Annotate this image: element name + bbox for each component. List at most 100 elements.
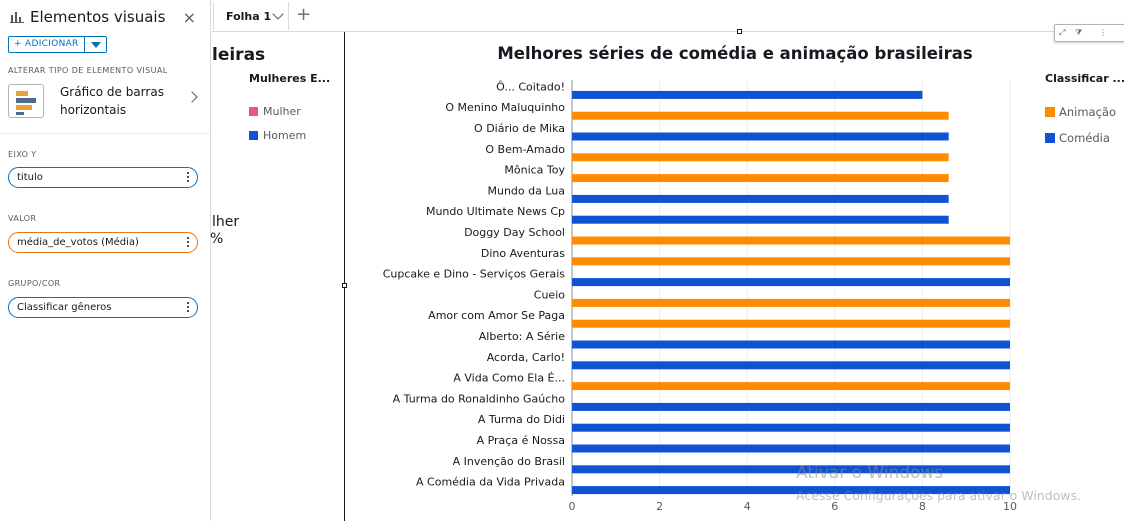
sheet-tabs-bar: Folha 1 + [212,0,1124,32]
bar[interactable] [572,153,949,162]
x-tick-label: 8 [919,500,926,513]
bar[interactable] [572,423,1010,432]
bar[interactable] [572,194,949,203]
partial-text-fragment: % [210,231,224,247]
y-axis-label: EIXO Y [8,150,37,159]
horizontal-bar-chart-icon [8,84,44,118]
windows-activation-subtitle: Acesse Configurações para ativar o Windo… [796,488,1082,503]
bar[interactable] [572,465,1010,474]
legend-swatch [1045,133,1055,143]
legend-item-comedia[interactable]: Comédia [1045,131,1110,145]
more-options-icon[interactable] [187,172,190,183]
group-color-label: GRUPO/COR [8,279,61,288]
x-tick-label: 10 [1003,500,1017,513]
y-axis-field-name: titulo [17,172,43,183]
expand-icon[interactable]: ⤢ [1059,28,1066,37]
y-axis-field-well[interactable]: titulo [8,167,198,188]
more-options-icon[interactable] [187,237,190,248]
y-category-label: Dino Aventuras [481,247,565,260]
y-category-label: O Diário de Mika [474,122,565,135]
divider [0,133,210,134]
y-category-label: Mônica Toy [504,164,565,177]
legend-swatch [249,131,258,140]
visuals-panel: Elementos visuais × + ADICIONAR ALTERAR … [0,0,211,521]
panel-title: Elementos visuais [30,8,166,26]
y-category-label: Amor com Amor Se Paga [428,309,565,322]
legend-title: Classificar ... [1045,72,1124,85]
y-category-label: Doggy Day School [464,226,565,239]
windows-activation-title: Ativar o Windows [796,463,944,483]
tab-folha-1[interactable]: Folha 1 [213,2,289,30]
y-category-label: A Comédia da Vida Privada [416,476,565,489]
add-sheet-icon[interactable]: + [296,4,312,25]
y-category-label: Alberto: A Série [479,330,565,343]
partial-legend-item: Homem [249,129,306,142]
bar[interactable] [572,444,1010,453]
bar[interactable] [572,361,1010,370]
bar[interactable] [572,257,1010,266]
resize-handle[interactable] [737,29,742,34]
bar[interactable] [572,402,1010,411]
y-category-label: O Menino Maluquinho [445,101,565,114]
visual-toolbar: ⤢ ⧩ ⋮ [1054,24,1124,42]
group-field-well[interactable]: Classificar gêneros [8,297,198,318]
add-visual-button-group: + ADICIONAR [8,36,107,53]
bar[interactable] [572,298,1010,307]
menu-icon[interactable]: ⋮ [1099,28,1107,37]
add-visual-button[interactable]: + ADICIONAR [8,36,85,53]
bar[interactable] [572,174,949,183]
y-category-label: O Bem-Amado [485,143,565,156]
chevron-right-icon [186,91,198,103]
tab-label: Folha 1 [226,10,272,23]
chevron-down-icon[interactable] [272,8,284,20]
legend-swatch [1045,107,1055,117]
y-category-label: Mundo Ultimate News Cp [426,205,565,218]
bar[interactable] [572,319,1010,328]
y-category-label: A Turma do Ronaldinho Gaúcho [393,392,566,405]
bar-chart: 0 2 4 6 8 10 Ô... Coitado! O Menino Maluquinho O… [383,80,1017,513]
y-category-label: A Invenção do Brasil [453,455,565,468]
group-field-name: Classificar gêneros [17,302,112,313]
filter-icon[interactable]: ⧩ [1075,28,1083,37]
resize-handle[interactable] [342,283,347,288]
y-category-label: Mundo da Lua [487,184,565,197]
x-tick-label: 6 [831,500,838,513]
partial-legend-title: Mulheres E... [249,72,331,85]
y-category-label: Acorda, Carlo! [487,351,565,364]
bar[interactable] [572,340,1010,349]
bar[interactable] [572,215,949,224]
bar-chart-icon [10,12,24,23]
y-category-label: Cupcake e Dino - Serviços Gerais [383,268,566,281]
y-category-label: A Turma do Didi [478,413,565,426]
partial-legend-item: Mulher [249,105,301,118]
more-options-icon[interactable] [187,302,190,313]
change-type-label: ALTERAR TIPO DE ELEMENTO VISUAL [8,66,168,75]
visual-type-selector[interactable]: Gráfico de barras horizontais [8,83,198,121]
bar[interactable] [572,236,1010,245]
selected-visual[interactable]: ⤢ ⧩ ⋮ Melhores séries de comédia e anima… [342,24,1124,521]
partial-text-fragment: lher [212,214,240,230]
close-icon[interactable]: × [182,8,196,27]
bar[interactable] [572,132,949,141]
y-category-label: Cueio [534,288,565,301]
chart-title: Melhores séries de comédia e animação br… [497,44,973,63]
legend-item-animacao[interactable]: Animação [1045,105,1116,119]
bar[interactable] [572,90,923,99]
value-label: VALOR [8,214,37,223]
panel-header: Elementos visuais × [10,8,200,28]
visual-type-label: Gráfico de barras horizontais [60,85,164,117]
bar[interactable] [572,111,949,120]
y-category-label: A Praça é Nossa [477,434,565,447]
bar[interactable] [572,278,1010,287]
bar[interactable] [572,382,1010,391]
legend-swatch [249,107,258,116]
x-tick-label: 0 [569,500,576,513]
value-field-well[interactable]: média_de_votos (Média) [8,232,198,253]
y-category-label: Ô... Coitado! [496,80,565,93]
add-dropdown-caret-icon[interactable] [84,36,107,53]
value-field-name: média_de_votos (Média) [17,237,139,248]
y-category-label: A Vida Como Ela É... [453,372,565,385]
x-tick-label: 4 [744,500,751,513]
bar[interactable] [572,486,1010,495]
